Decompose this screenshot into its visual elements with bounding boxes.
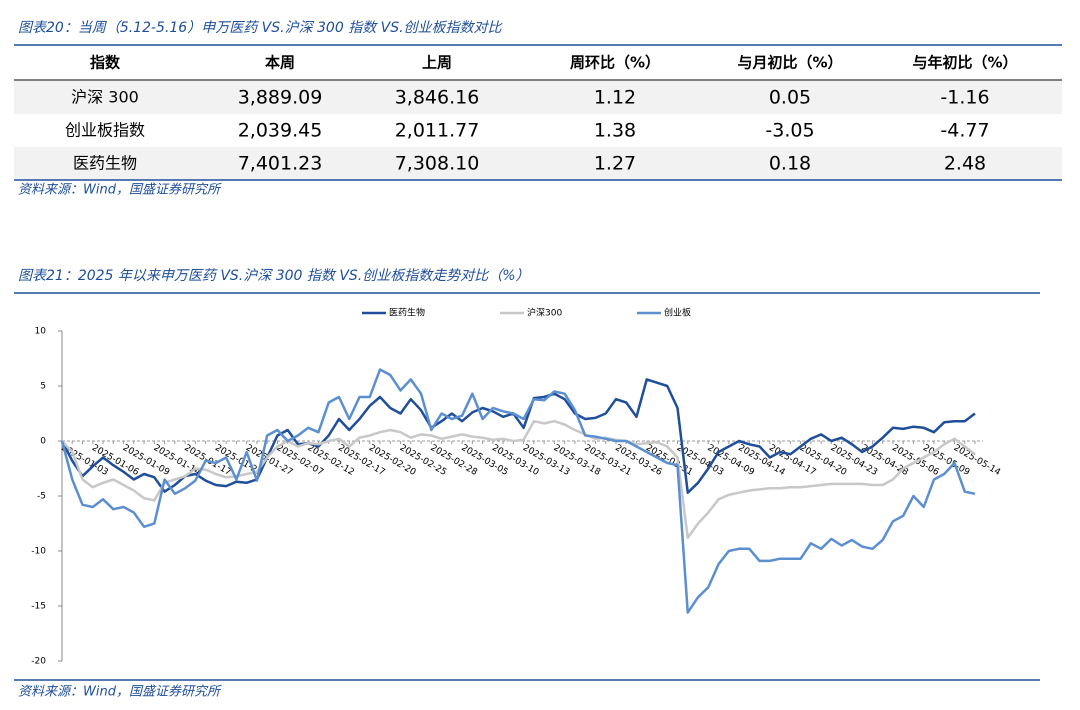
y-tick-label: 0 xyxy=(40,437,46,447)
cell: -3.05 xyxy=(765,120,814,142)
cell: 1.12 xyxy=(594,87,636,109)
header-cell: 周环比（%） xyxy=(570,54,660,72)
source: 资料来源：Wind，国盛证券研究所 xyxy=(18,182,222,198)
table: 指数 本周 上周 周环比（%） 与月初比（%） 与年初比（%） 沪深 300 3,889.09… xyxy=(65,54,1018,175)
cell: -1.16 xyxy=(940,87,989,109)
cell: 7,308.10 xyxy=(395,153,480,175)
header-cell: 指数 xyxy=(90,54,121,72)
figure-title: 图表21：2025 年以来申万医药 VS.沪深 300 指数 VS.创业板指数走… xyxy=(18,268,530,284)
header-cell: 与月初比（%） xyxy=(737,54,842,72)
series-line xyxy=(60,368,976,614)
cell: 创业板指数 xyxy=(65,121,145,140)
cell: 沪深 300 xyxy=(71,88,139,107)
y-tick-label: -15 xyxy=(31,602,46,612)
chart: 1050-5-10-15-202025-01-032025-01-062025-… xyxy=(31,307,1002,667)
y-tick-label: 10 xyxy=(35,327,47,337)
cell: 2,011.77 xyxy=(395,120,480,142)
row-band xyxy=(14,147,1062,180)
y-tick-label: -5 xyxy=(37,492,46,502)
legend-label: 医药生物 xyxy=(389,307,425,319)
cell: 3,889.09 xyxy=(238,87,323,109)
cell: 1.38 xyxy=(594,120,636,142)
y-tick-label: 5 xyxy=(40,382,46,392)
y-tick-label: -20 xyxy=(31,657,46,667)
cell: 1.27 xyxy=(594,153,636,175)
header-cell: 与年初比（%） xyxy=(912,54,1017,72)
series-line xyxy=(60,378,976,494)
legend-label: 沪深300 xyxy=(527,307,562,319)
cell: 医药生物 xyxy=(73,154,137,173)
source: 资料来源：Wind，国盛证券研究所 xyxy=(18,684,222,700)
cell: 2.48 xyxy=(944,153,986,175)
series-line xyxy=(61,419,976,540)
cell: 7,401.23 xyxy=(238,153,323,175)
figure-title: 图表20：当周（5.12-5.16）申万医药 VS.沪深 300 指数 VS.创… xyxy=(18,20,504,36)
cell: 0.18 xyxy=(769,153,811,175)
header-cell: 上周 xyxy=(422,54,452,72)
cell: 3,846.16 xyxy=(395,87,480,109)
cell: 0.05 xyxy=(769,87,811,109)
header-cell: 本周 xyxy=(265,54,295,72)
cell: 2,039.45 xyxy=(238,120,323,142)
y-tick-label: -10 xyxy=(31,547,46,557)
legend-label: 创业板 xyxy=(664,307,691,319)
cell: -4.77 xyxy=(940,120,989,142)
row-band xyxy=(14,81,1062,114)
